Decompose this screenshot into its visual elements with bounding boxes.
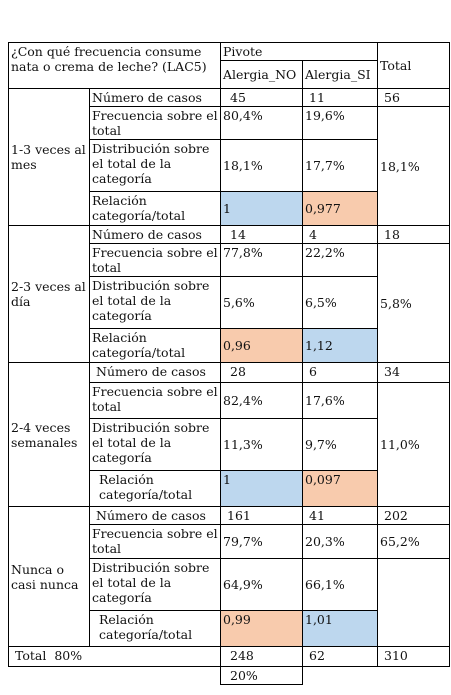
cell-si: 6 (301, 362, 379, 383)
cell-no: 82,4% (220, 382, 303, 419)
group-label: Nunca o casi nunca (8, 506, 90, 647)
cell-si: 17,6% (301, 382, 379, 419)
row-label: Distribución sobre el total de la catego… (89, 418, 221, 471)
cell-si-highlight: 1,12 (301, 328, 379, 363)
header-row-1: ¿Con qué frecuencia consume nata o crema… (8, 42, 451, 89)
cell-si: 9,7% (301, 418, 379, 471)
cell-no-highlight: 0,96 (220, 328, 303, 363)
total-no: 248 (220, 646, 303, 667)
frequency-table: ¿Con qué frecuencia consume nata o crema… (8, 42, 451, 685)
row-label: Número de casos (89, 225, 221, 244)
row-label: Frecuencia sobre el total (89, 382, 221, 419)
total-header: Total (377, 42, 451, 89)
row-label: Relación categoría/total (89, 610, 221, 647)
cell-no: 14 (220, 225, 303, 244)
cell-si: 11 (301, 88, 379, 107)
row-label: Número de casos (89, 506, 221, 525)
total-pct-no: 20% (220, 666, 303, 685)
cell-si-highlight: 1,01 (301, 610, 379, 647)
total-label: Total 80% (8, 646, 221, 667)
group-label: 1-3 veces al mes (8, 88, 90, 226)
table-row: Nunca o casi nunca Número de casos 161 4… (8, 506, 451, 647)
cell-si-highlight: 0,097 (301, 470, 379, 507)
row-label: Relación categoría/total (89, 328, 221, 363)
cell-si: 22,2% (301, 243, 379, 277)
table-row: Distribución sobre el total de la catego… (9, 139, 450, 192)
row-label: Frecuencia sobre el total (89, 524, 221, 559)
table-row: 2-4 veces semanales Número de casos 28 6… (8, 362, 451, 507)
header-row-2: Alergia_NO Alergia_SI (9, 60, 450, 89)
cell-no: 5,6% (220, 276, 303, 329)
total-pct-row: 20% (9, 666, 450, 685)
row-label: Distribución sobre el total de la catego… (89, 276, 221, 329)
cell-no: 11,3% (220, 418, 303, 471)
group-label: 2-4 veces semanales (8, 362, 90, 507)
row-label: Distribución sobre el total de la catego… (89, 139, 221, 192)
cell-si: 19,6% (301, 106, 379, 140)
cell-total: 18,1% (377, 106, 451, 226)
table-row: Relación categoría/total 0,99 1,01 (9, 610, 450, 647)
cell-total: 65,2% (377, 524, 451, 559)
table-row: Frecuencia sobre el total 82,4% 17,6% 11… (9, 382, 451, 507)
cell-no: 64,9% (220, 558, 303, 611)
row-label: Frecuencia sobre el total (89, 106, 221, 140)
table-row: Distribución sobre el total de la catego… (9, 418, 450, 471)
row-label: Frecuencia sobre el total (89, 243, 221, 277)
frequency-table-container: ¿Con qué frecuencia consume nata o crema… (8, 42, 451, 685)
pivot-header: Pivote (219, 42, 379, 61)
total-pct-spacer-right (303, 667, 450, 685)
table-row: 1-3 veces al mes Número de casos 45 11 5… (8, 88, 451, 226)
row-label: Número de casos (89, 88, 221, 107)
cell-total: 34 (377, 362, 451, 383)
cell-total: 56 (377, 88, 451, 107)
alergia-no-header: Alergia_NO (220, 60, 303, 89)
cell-si-highlight: 0,977 (301, 191, 379, 226)
total-all: 310 (377, 646, 451, 667)
question-header: ¿Con qué frecuencia consume nata o crema… (8, 42, 221, 89)
total-pct-spacer (9, 667, 221, 685)
cell-no: 80,4% (220, 106, 303, 140)
cell-no-highlight: 1 (220, 470, 303, 507)
table-row: Frecuencia sobre el total 80,4% 19,6% 18… (9, 106, 451, 226)
cell-no: 77,8% (220, 243, 303, 277)
cell-si: 41 (301, 506, 379, 525)
cell-total-empty (377, 558, 451, 647)
table-row: Relación categoría/total 0,96 1,12 (9, 328, 450, 363)
cell-si: 20,3% (301, 524, 379, 559)
cell-no: 18,1% (220, 139, 303, 192)
table-row: Relación categoría/total 1 0,977 (9, 191, 450, 226)
cell-no-highlight: 0,99 (220, 610, 303, 647)
cell-si: 17,7% (301, 139, 379, 192)
cell-no: 161 (220, 506, 303, 525)
cell-total: 5,8% (377, 243, 451, 363)
cell-total: 202 (377, 506, 451, 525)
row-label: Distribución sobre el total de la catego… (89, 558, 221, 611)
cell-si: 4 (301, 225, 379, 244)
row-label: Relación categoría/total (89, 191, 221, 226)
cell-si: 66,1% (301, 558, 379, 611)
total-row: Total 80% 248 62 310 (8, 646, 451, 667)
row-label: Número de casos (89, 362, 221, 383)
cell-no: 28 (220, 362, 303, 383)
alergia-si-header: Alergia_SI (301, 60, 379, 89)
cell-no: 45 (220, 88, 303, 107)
table-row: Distribución sobre el total de la catego… (9, 558, 451, 647)
cell-si: 6,5% (301, 276, 379, 329)
cell-total: 18 (377, 225, 451, 244)
table-row: 2-3 veces al día Número de casos 14 4 18 (8, 225, 451, 363)
table-row: Relación categoría/total 1 0,097 (9, 470, 450, 507)
row-label: Relación categoría/total (89, 470, 221, 507)
cell-no-highlight: 1 (220, 191, 303, 226)
group-label: 2-3 veces al día (8, 225, 90, 363)
total-si: 62 (301, 646, 379, 667)
cell-no: 79,7% (220, 524, 303, 559)
cell-total: 11,0% (377, 382, 451, 507)
